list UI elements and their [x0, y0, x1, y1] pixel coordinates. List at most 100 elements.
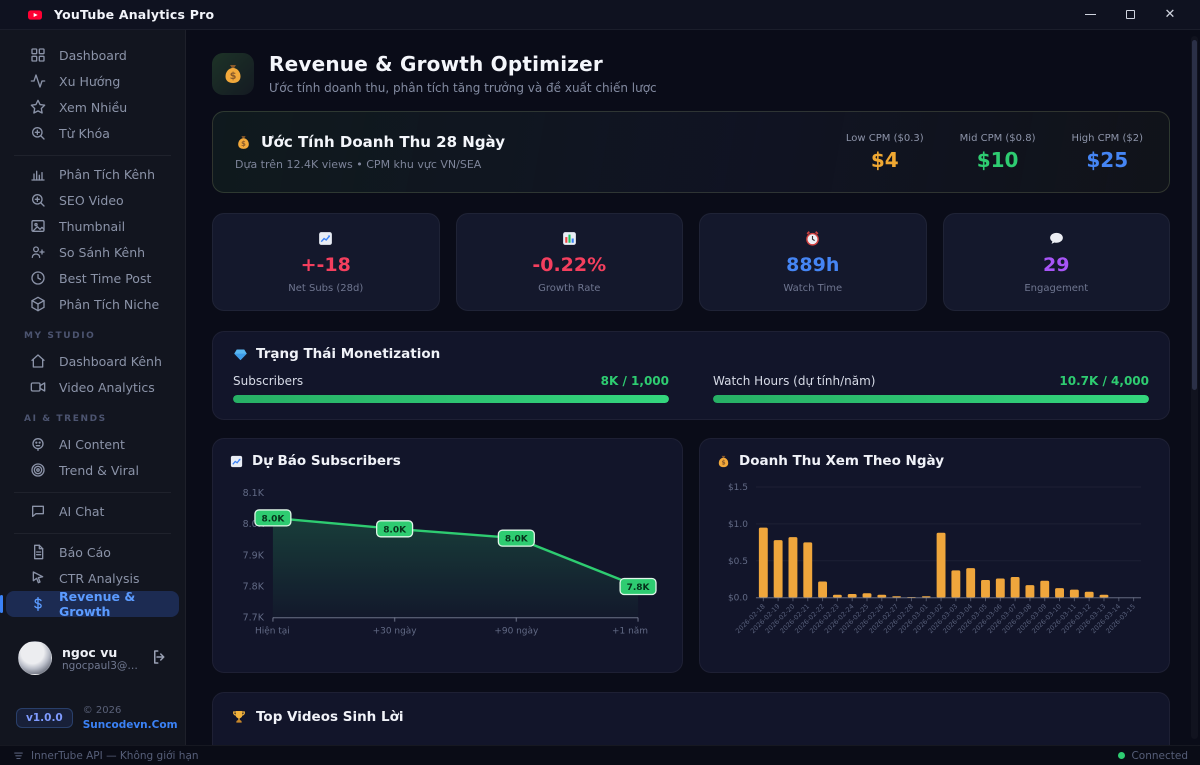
svg-text:7.7K: 7.7K — [243, 613, 265, 624]
svg-text:$: $ — [721, 459, 725, 466]
bars-icon — [30, 166, 46, 182]
user-plus-icon — [30, 244, 46, 260]
svg-text:$1.5: $1.5 — [728, 483, 748, 493]
sidebar-item-so-sanh-kenh[interactable]: So Sánh Kênh — [6, 239, 179, 265]
target-icon — [30, 462, 46, 478]
sidebar-item-ctr-analysis[interactable]: CTR Analysis — [6, 565, 179, 591]
zoom-icon — [30, 192, 46, 208]
sidebar-item-bao-cao[interactable]: Báo Cáo — [6, 539, 179, 565]
sidebar-item-phan-tich-niche[interactable]: Phân Tích Niche — [6, 291, 179, 317]
page-title: Revenue & Growth Optimizer — [269, 52, 603, 76]
speech-icon — [1048, 230, 1065, 247]
sidebar-item-xu-huong[interactable]: Xu Hướng — [6, 68, 179, 94]
scrollbar-thumb[interactable] — [1192, 40, 1197, 390]
page-subtitle: Ước tính doanh thu, phân tích tăng trưởn… — [269, 81, 657, 95]
divider — [14, 492, 171, 493]
sidebar-item-label: SEO Video — [59, 192, 124, 208]
api-status-text: InnerTube API — Không giới hạn — [31, 749, 199, 762]
sidebar-item-thumbnail[interactable]: Thumbnail — [6, 213, 179, 239]
sidebar-item-video-analytics[interactable]: Video Analytics — [6, 374, 179, 400]
sidebar-item-revenue-growth[interactable]: Revenue & Growth — [0, 589, 179, 619]
maximize-button[interactable] — [1110, 1, 1150, 29]
sidebar-item-label: Video Analytics — [59, 379, 155, 395]
sidebar-item-dashboard[interactable]: Dashboard — [6, 42, 179, 68]
svg-text:8.0K: 8.0K — [505, 535, 529, 545]
home-icon — [30, 353, 46, 369]
cpm-tier: Low CPM ($0.3) $4 — [846, 133, 924, 172]
user-email: ngocpaul3@gmail... — [62, 659, 141, 672]
sidebar-item-tu-khoa[interactable]: Từ Khóa — [6, 120, 179, 146]
monetization-metric: Subscribers 8K / 1,000 — [233, 374, 669, 403]
sidebar-item-label: Thumbnail — [59, 218, 126, 234]
sidebar-item-ai-content[interactable]: AI Content — [6, 431, 179, 457]
user-profile[interactable]: ngoc vu ngocpaul3@gmail... — [0, 629, 185, 687]
main-content: $ Revenue & Growth Optimizer Ước tính do… — [186, 30, 1200, 745]
revenue-estimate-panel: $ Ước Tính Doanh Thu 28 Ngày Dựa trên 12… — [212, 111, 1170, 193]
layers-icon — [12, 749, 25, 762]
diamond-icon — [233, 347, 248, 362]
copyright-text: © 2026 — [82, 705, 122, 716]
stat-value: +-18 — [300, 254, 351, 276]
sidebar: Dashboard Xu Hướng Xem Nhiều Từ Khóa Phân Tí… — [0, 30, 186, 745]
svg-text:$: $ — [230, 71, 237, 82]
progress-bar-fill — [713, 395, 1149, 403]
connection-status-text: Connected — [1131, 749, 1188, 762]
sidebar-item-label: Dashboard Kênh — [59, 353, 162, 369]
section-header-ai-trends: AI & TRENDS — [24, 414, 107, 424]
stat-label: Growth Rate — [538, 283, 601, 294]
sidebar-item-label: Phân Tích Kênh — [59, 166, 156, 182]
svg-text:+30 ngày: +30 ngày — [373, 627, 418, 637]
sidebar-item-xem-nhieu[interactable]: Xem Nhiều — [6, 94, 179, 120]
daily-revenue-chart: $1.5 $1.0 $0.5 $0.0 2026-02-18 2026-02-19 2026… — [716, 475, 1153, 654]
clock-icon — [30, 270, 46, 286]
alarm-icon — [804, 230, 821, 247]
scrollbar[interactable] — [1191, 36, 1198, 739]
metric-value: 8K / 1,000 — [600, 374, 669, 388]
divider — [14, 155, 171, 156]
stat-value: -0.22% — [532, 254, 607, 276]
cpm-tier-label: Mid CPM ($0.8) — [959, 132, 1036, 144]
divider — [14, 533, 171, 534]
progress-bar — [713, 395, 1149, 403]
sidebar-item-label: Báo Cáo — [59, 544, 111, 560]
sidebar-item-phan-tich-kenh[interactable]: Phân Tích Kênh — [6, 161, 179, 187]
logout-icon[interactable] — [151, 648, 171, 668]
sidebar-item-ai-chat[interactable]: AI Chat — [6, 498, 179, 524]
subscribers-forecast-chart: 8.1K 8.0K 7.9K 7.8K 7.7K Hiện tại +30 ngày +90 … — [229, 475, 666, 654]
robot-icon — [30, 436, 46, 452]
connected-dot — [1118, 752, 1126, 759]
cpm-tier: High CPM ($2) $25 — [1071, 133, 1143, 172]
sidebar-item-label: Xem Nhiều — [59, 99, 128, 115]
bar-emoji-icon — [561, 230, 578, 247]
stat-label: Watch Time — [783, 283, 843, 294]
sidebar-item-seo-video[interactable]: SEO Video — [6, 187, 179, 213]
sidebar-item-label: Trend & Viral — [59, 462, 139, 478]
version-badge: v1.0.0 — [16, 708, 73, 729]
svg-text:$1.0: $1.0 — [728, 520, 748, 530]
metric-value: 10.7K / 4,000 — [1059, 374, 1149, 388]
metric-label: Watch Hours (dự tính/năm) — [713, 374, 876, 388]
cursor-icon — [30, 570, 46, 586]
minimize-button[interactable] — [1070, 1, 1110, 29]
user-name: ngoc vu — [62, 644, 118, 660]
top-videos-title: Top Videos Sinh Lời — [256, 709, 404, 725]
close-button[interactable]: ✕ — [1164, 7, 1176, 22]
video-icon — [30, 379, 46, 395]
titlebar: YouTube Analytics Pro ✕ — [0, 0, 1200, 30]
app-title: YouTube Analytics Pro — [54, 7, 215, 22]
site-link[interactable]: Suncodevn.Com — [82, 719, 178, 731]
sidebar-item-best-time-post[interactable]: Best Time Post — [6, 265, 179, 291]
dollar-icon — [30, 596, 46, 612]
daily-revenue-chart-card: $ Doanh Thu Xem Theo Ngày $1.5 $1.0 $0.5 $0… — [699, 438, 1170, 673]
sidebar-item-trend-viral[interactable]: Trend & Viral — [6, 457, 179, 483]
sidebar-item-dashboard-kenh[interactable]: Dashboard Kênh — [6, 348, 179, 374]
cpm-tier-label: High CPM ($2) — [1071, 132, 1143, 144]
cube-icon — [30, 296, 46, 312]
svg-text:$0.0: $0.0 — [728, 594, 748, 604]
revenue-panel-title: Ước Tính Doanh Thu 28 Ngày — [261, 133, 505, 151]
sidebar-item-label: So Sánh Kênh — [59, 244, 146, 260]
svg-text:8.1K: 8.1K — [243, 488, 265, 499]
sidebar-item-label: Từ Khóa — [59, 125, 110, 141]
money-bag-icon: $ — [716, 454, 731, 469]
